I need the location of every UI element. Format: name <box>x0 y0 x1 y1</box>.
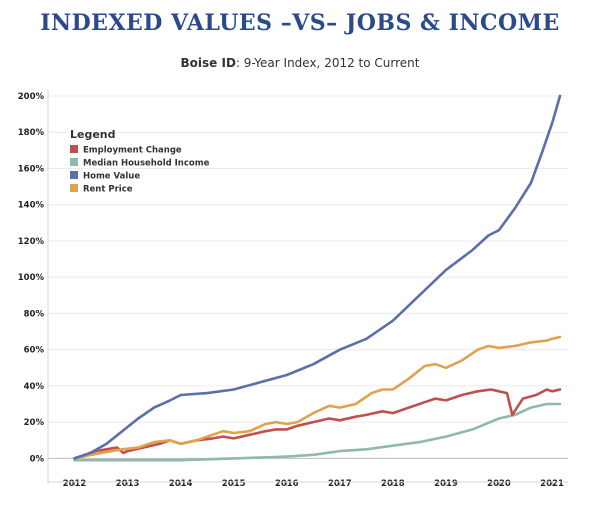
x-tick-label: 2016 <box>275 479 299 489</box>
series-line-home-value <box>73 94 562 460</box>
legend-label: Home Value <box>83 172 140 182</box>
y-tick-label: 60% <box>24 346 45 356</box>
y-tick-label: 120% <box>18 237 45 247</box>
subtitle-description: : 9-Year Index, 2012 to Current <box>235 56 420 70</box>
legend-label: Median Household Income <box>83 159 210 169</box>
chart-title: INDEXED VALUES –VS– JOBS & INCOME <box>40 10 560 36</box>
legend-label: Rent Price <box>83 185 133 195</box>
legend-swatch <box>70 158 78 166</box>
legend-swatch <box>70 145 78 153</box>
y-tick-label: 100% <box>18 273 45 283</box>
y-tick-label: 0% <box>30 454 45 464</box>
subtitle-location: Boise ID <box>180 56 236 70</box>
x-tick-label: 2013 <box>116 479 140 489</box>
legend-title: Legend <box>70 128 116 141</box>
x-tick-label: 2012 <box>63 479 87 489</box>
y-tick-label: 80% <box>24 309 45 319</box>
x-tick-label: 2015 <box>222 479 246 489</box>
series-line-rent-price <box>73 335 562 460</box>
y-tick-label: 180% <box>18 128 45 138</box>
y-tick-label: 40% <box>24 382 45 392</box>
x-axis-ticks: 2012 2013 2014 2015 2016 2017 2018 2019 2020 2021 <box>48 479 568 489</box>
legend-swatch <box>70 171 78 179</box>
y-axis-ticks: 0% 20% 40% 60% 80% 100% 120% 140% 160% 180% 200% <box>18 92 45 464</box>
x-tick-label: 2020 <box>487 479 511 489</box>
y-tick-label: 20% <box>24 418 45 428</box>
x-tick-label: 2021 <box>540 479 564 489</box>
x-tick-label: 2017 <box>328 479 352 489</box>
x-tick-label: 2014 <box>169 479 193 489</box>
series-line-median-household-income <box>73 402 562 462</box>
legend-swatch <box>70 184 78 192</box>
series-lines <box>73 94 562 462</box>
x-tick-label: 2018 <box>381 479 405 489</box>
legend: Legend Employment Change Median Household … <box>70 128 210 195</box>
y-tick-label: 140% <box>18 201 45 211</box>
series-line-employment-change <box>73 388 562 460</box>
x-tick-label: 2019 <box>434 479 458 489</box>
chart-subtitle: Boise ID: 9-Year Index, 2012 to Current <box>0 56 600 70</box>
y-tick-label: 160% <box>18 164 45 174</box>
y-tick-label: 200% <box>18 92 45 102</box>
legend-label: Employment Change <box>83 146 182 156</box>
